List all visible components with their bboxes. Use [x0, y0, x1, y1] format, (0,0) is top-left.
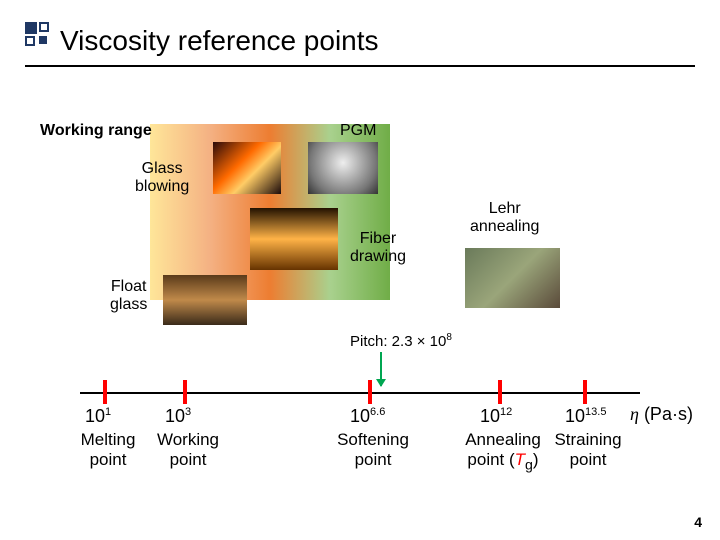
photo-float: [163, 275, 247, 325]
photo-lehr: [465, 248, 560, 308]
photo-fiber: [250, 208, 338, 270]
photo-pgm: [308, 142, 378, 194]
page-title: Viscosity reference points: [60, 25, 379, 57]
point-label-straining: Strainingpoint: [543, 430, 633, 470]
tick-value-annealing: 1012: [480, 406, 512, 427]
label-float-glass: Floatglass: [110, 278, 147, 313]
tick-annealing: [498, 380, 502, 404]
diagram-content: Working range PGM Glassblowing Fiberdraw…: [50, 100, 670, 480]
photo-glassblow: [213, 142, 281, 194]
tick-value-softening: 106.6: [350, 406, 385, 427]
label-fiber-drawing: Fiberdrawing: [350, 230, 406, 265]
tick-working: [183, 380, 187, 404]
pitch-label: Pitch: 2.3 × 108: [350, 332, 452, 350]
label-lehr-annealing: Lehrannealing: [470, 200, 539, 235]
title-underline: [25, 65, 695, 67]
label-pgm: PGM: [340, 122, 376, 140]
point-label-working: Workingpoint: [143, 430, 233, 470]
tick-straining: [583, 380, 587, 404]
axis-unit-label: η (Pa·s): [630, 404, 693, 425]
tick-value-melting: 101: [85, 406, 111, 427]
tick-value-straining: 1013.5: [565, 406, 606, 427]
point-label-softening: Softeningpoint: [328, 430, 418, 470]
title-decor-icon: [25, 22, 55, 52]
label-glass-blowing: Glassblowing: [135, 160, 189, 195]
label-working-range: Working range: [40, 122, 152, 140]
page-number: 4: [694, 514, 702, 530]
tick-melting: [103, 380, 107, 404]
pitch-arrow-icon: [380, 352, 382, 386]
tick-value-working: 103: [165, 406, 191, 427]
tick-softening: [368, 380, 372, 404]
viscosity-axis: [80, 392, 640, 394]
point-label-melting: Meltingpoint: [63, 430, 153, 470]
point-label-annealing: Annealingpoint (Tg): [458, 430, 548, 473]
